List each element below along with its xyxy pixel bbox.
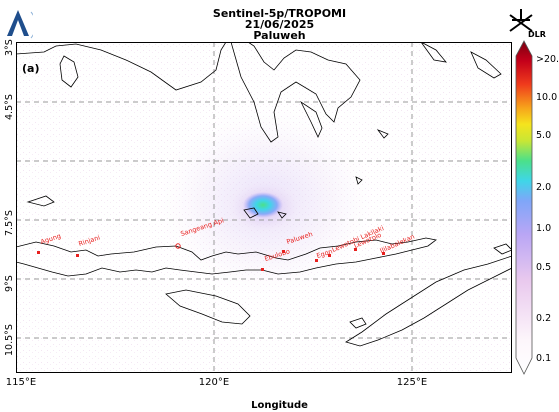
y-tick-label: 3°S xyxy=(4,39,15,56)
plume-core xyxy=(243,192,283,218)
x-tick-label: 115°E xyxy=(5,377,37,388)
volcano-marker xyxy=(328,254,331,257)
volcano-marker xyxy=(382,252,385,255)
x-tick-label: 125°E xyxy=(396,377,428,388)
colorbar-tick: 0.2 xyxy=(536,313,552,324)
title-volcano: Paluweh xyxy=(253,29,306,42)
y-tick-label: 9°S xyxy=(4,275,15,292)
gridlines xyxy=(16,42,512,373)
y-tick-label: 4.5°S xyxy=(4,94,15,120)
colorbar-tick: >20.0 xyxy=(536,54,559,65)
volcano-marker xyxy=(76,254,79,257)
y-tick-label: 10.5°S xyxy=(4,324,15,356)
x-tick-label: 120°E xyxy=(198,377,230,388)
colorbar-tick: 5.0 xyxy=(536,130,552,141)
volcano-markers xyxy=(37,243,385,271)
colorbar-tick: 0.5 xyxy=(536,262,552,273)
volcano-marker xyxy=(175,243,181,249)
colorbar xyxy=(515,40,533,375)
dlr-logo-icon xyxy=(509,9,533,32)
map-border xyxy=(16,42,512,373)
title-satellite: Sentinel-5p/TROPOMI xyxy=(212,7,347,20)
title-date: 21/06/2025 xyxy=(244,18,315,31)
volcano-marker xyxy=(282,250,285,253)
volcano-marker xyxy=(354,248,357,251)
coastlines xyxy=(16,42,512,347)
volcano-marker xyxy=(261,268,264,271)
tropomi-logo-icon xyxy=(7,10,33,39)
panel-label: (a) xyxy=(22,62,40,75)
dlr-logo-text: DLR xyxy=(528,30,546,39)
colorbar-tick: 0.1 xyxy=(536,353,552,364)
colorbar-tick: 1.0 xyxy=(536,223,552,234)
volcano-marker xyxy=(37,251,40,254)
colorbar-tick: 10.0 xyxy=(536,92,558,103)
x-axis-label: Longitude xyxy=(251,400,308,411)
y-tick-label: 7.5°S xyxy=(4,210,15,236)
colorbar-tick: 2.0 xyxy=(536,182,552,193)
map-panel xyxy=(16,42,512,373)
volcano-marker xyxy=(315,259,318,262)
